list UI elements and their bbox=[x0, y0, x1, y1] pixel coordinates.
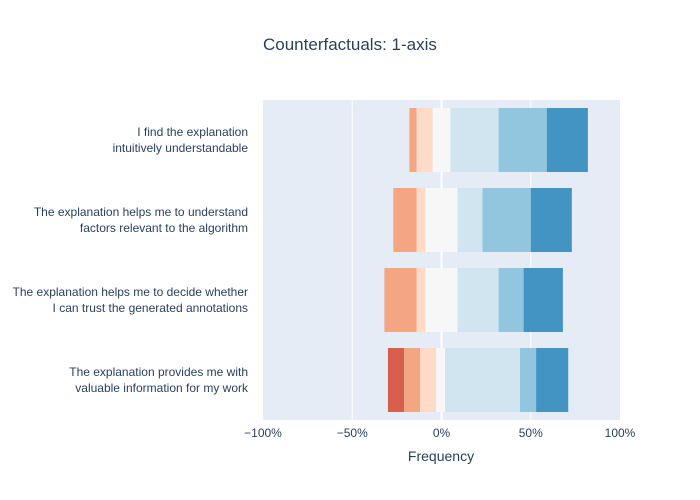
bar-segment bbox=[432, 108, 451, 172]
bar-segment bbox=[523, 268, 563, 332]
bar-segment bbox=[520, 348, 537, 412]
bar-segment bbox=[420, 348, 437, 412]
category-label: The explanation helps me to decide wheth… bbox=[13, 285, 248, 315]
category-label: I find the explanation intuitively unders… bbox=[113, 125, 249, 155]
bar-segment bbox=[416, 268, 426, 332]
bar-segments bbox=[384, 108, 588, 412]
bar-segment bbox=[482, 188, 531, 252]
bar-segment bbox=[457, 188, 483, 252]
bar-segment bbox=[436, 348, 446, 412]
bar-segment bbox=[404, 348, 421, 412]
bar-segment bbox=[498, 268, 524, 332]
x-tick-label: 50% bbox=[519, 426, 543, 440]
category-label: The explanation helps me to understand fa… bbox=[34, 205, 248, 235]
category-labels: I find the explanation intuitively unders… bbox=[13, 125, 249, 395]
bar-segment bbox=[384, 268, 417, 332]
bar-segment bbox=[498, 108, 547, 172]
bar-segment bbox=[409, 108, 417, 172]
bar-segment bbox=[425, 188, 458, 252]
bar-segment bbox=[530, 188, 572, 252]
bar-segment bbox=[425, 268, 458, 332]
chart-title: Counterfactuals: 1-axis bbox=[263, 35, 437, 54]
bar-segment bbox=[416, 108, 433, 172]
bar-segment bbox=[387, 348, 405, 412]
x-tick-label: 100% bbox=[605, 426, 636, 440]
bar-segment bbox=[445, 348, 521, 412]
bar-segment bbox=[536, 348, 569, 412]
bar-segment bbox=[450, 108, 499, 172]
x-tick-label: 0% bbox=[433, 426, 451, 440]
x-tick-label: −100% bbox=[244, 426, 282, 440]
bar-segment bbox=[546, 108, 588, 172]
x-tick-labels: −100% −50% 0% 50% 100% bbox=[244, 426, 636, 440]
bar-segment bbox=[393, 188, 417, 252]
category-label: The explanation provides me with valuable… bbox=[69, 365, 249, 395]
bar-segment bbox=[457, 268, 499, 332]
x-axis-title: Frequency bbox=[408, 448, 474, 464]
bar-segment bbox=[416, 188, 426, 252]
x-tick-label: −50% bbox=[337, 426, 368, 440]
